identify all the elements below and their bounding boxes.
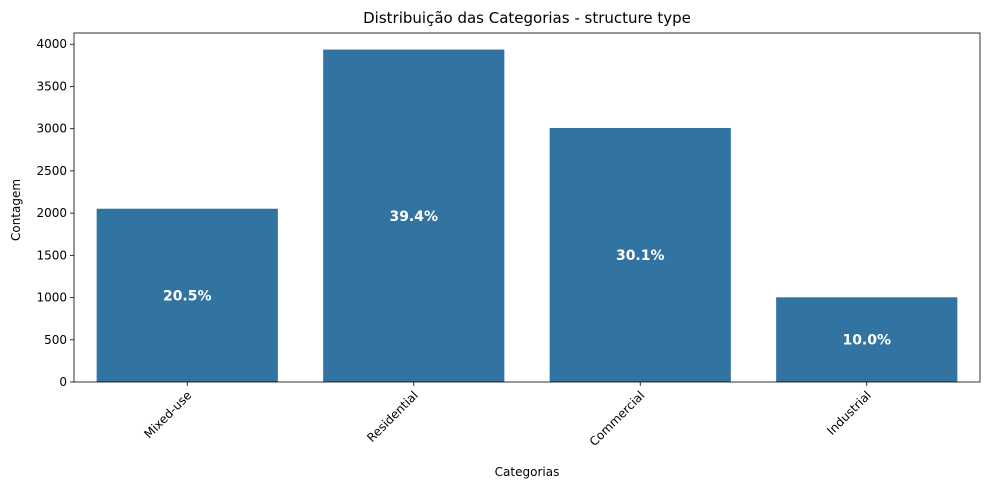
y-tick-label: 1500 [36, 248, 67, 262]
x-tick-label: Mixed-use [141, 388, 194, 441]
y-tick-label: 500 [44, 333, 67, 347]
plot-frame [73, 32, 981, 383]
data-label: 30.1% [616, 248, 665, 264]
y-tick-label: 2000 [36, 206, 67, 220]
y-tick-label: 3500 [36, 79, 67, 93]
x-axis-title: Categorias [495, 465, 560, 479]
bar-mixed-use [96, 208, 278, 382]
x-tick-label: Residential [364, 388, 421, 445]
data-label: 10.0% [842, 333, 891, 349]
y-tick-label: 4000 [36, 37, 67, 51]
bar-industrial [776, 297, 958, 382]
bar-commercial [549, 127, 731, 382]
x-tick-label: Industrial [824, 388, 874, 438]
data-label: 20.5% [163, 288, 212, 304]
y-tick-label: 1000 [36, 291, 67, 305]
data-label: 39.4% [389, 209, 438, 225]
plot-area: 20.5% 39.4% 30.1% 10.0% 0 500 1000 1500 2000 2500… [36, 32, 981, 449]
y-tick-label: 2500 [36, 164, 67, 178]
x-tick-label: Commercial [587, 388, 648, 449]
bar-residential [323, 49, 505, 382]
y-axis-title: Contagem [9, 179, 23, 241]
y-tick-label: 0 [59, 375, 67, 389]
y-tick-label: 3000 [36, 122, 67, 136]
chart-title: Distribuição das Categorias - structure … [363, 9, 691, 27]
